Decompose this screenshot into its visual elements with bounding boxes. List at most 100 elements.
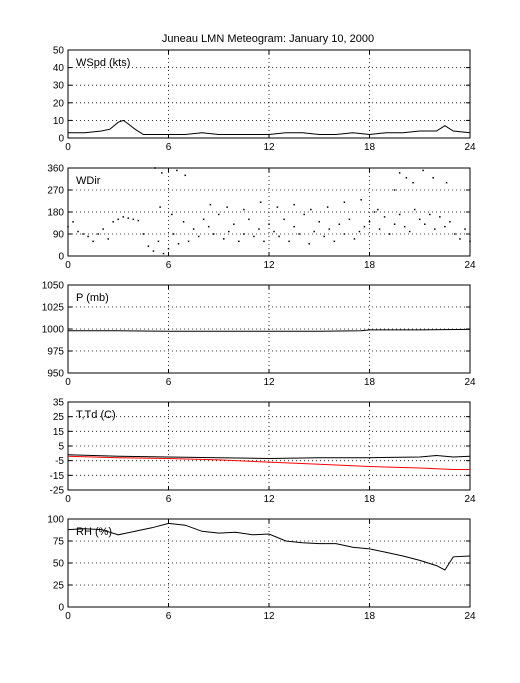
wdir-panel: 0 6 12 18 24 0 90 180 270 360 WDir [47, 164, 476, 272]
temp-dewpoint-x-tick-label: 6 [166, 494, 172, 505]
wdir-y-tick-label: 270 [47, 186, 64, 197]
wdir-point [263, 240, 265, 243]
wdir-point [117, 218, 119, 221]
wdir-point [288, 240, 290, 243]
pressure-x-tick-label: 6 [166, 377, 172, 388]
temp-dewpoint-panel: 0 6 12 18 24 -25 -15 -5 5 15 25 35 T,Td (C) [50, 398, 476, 506]
rh-y-tick-label: 50 [53, 559, 65, 570]
wdir-point [184, 174, 186, 177]
wdir-point [223, 238, 225, 240]
wdir-point [152, 250, 155, 252]
temp-dewpoint-x-tick-label: 12 [263, 494, 275, 505]
wdir-point [228, 230, 230, 233]
wdir-point [259, 201, 262, 203]
wdir-point [278, 235, 280, 238]
wdir-point [77, 230, 79, 233]
wdir-point [248, 218, 250, 221]
wdir-point [328, 228, 331, 230]
rh-panel-label: RH (%) [76, 526, 112, 538]
wspd-y-tick-label: 30 [53, 81, 65, 92]
wdir-point [159, 206, 161, 208]
wdir-point [308, 243, 310, 245]
rh-y-tick-label: 100 [47, 515, 64, 526]
wdir-panel-label: WDir [76, 175, 101, 187]
wdir-point [253, 235, 255, 238]
wdir-point [368, 221, 371, 223]
rh-x-tick-label: 24 [464, 611, 476, 622]
wdir-point [226, 206, 228, 208]
wdir-point [273, 230, 275, 233]
temp-dewpoint-y-tick-label: -5 [55, 456, 64, 467]
pressure-x-tick-label: 0 [65, 377, 71, 388]
wdir-point [323, 235, 326, 238]
wdir-point [157, 240, 160, 243]
pressure-y-tick-label: 1025 [42, 303, 65, 314]
wdir-point [233, 223, 235, 225]
wdir-point [207, 225, 210, 228]
wdir-point [398, 213, 401, 216]
temp-dewpoint-x-tick-label: 24 [464, 494, 476, 505]
pressure-series-line-0 [68, 328, 471, 332]
wdir-point [429, 213, 431, 216]
wdir-point [87, 235, 89, 238]
wdir-point [449, 221, 451, 223]
wdir-point [353, 238, 356, 240]
wdir-point [197, 235, 200, 238]
wdir-point [373, 211, 376, 213]
wspd-y-tick-label: 10 [53, 116, 65, 127]
wdir-point [161, 172, 163, 174]
wspd-y-tick-label: 50 [53, 46, 65, 57]
wdir-point [243, 208, 245, 211]
wdir-x-tick-label: 18 [364, 260, 376, 271]
wdir-x-tick-label: 12 [263, 260, 275, 271]
wspd-x-tick-label: 18 [364, 142, 376, 153]
wdir-y-tick-label: 90 [53, 230, 65, 241]
wdir-point [107, 238, 109, 240]
wdir-point [92, 240, 94, 243]
wdir-point [398, 172, 401, 174]
wdir-point [102, 228, 104, 230]
wdir-point [313, 230, 315, 233]
wdir-point [172, 233, 175, 235]
wdir-point [283, 218, 285, 221]
pressure-panel: 0 6 12 18 24 950 975 1000 1025 1050 P (mb) [42, 281, 476, 389]
wspd-series-line-0 [68, 119, 471, 136]
wdir-point [171, 213, 173, 216]
temp-dewpoint-y-tick-label: -25 [50, 486, 65, 497]
wspd-y-tick-label: 0 [58, 134, 64, 145]
wdir-point [218, 213, 220, 216]
wdir-x-tick-label: 24 [464, 260, 476, 271]
wdir-point [343, 233, 346, 235]
wdir-y-tick-label: 0 [58, 252, 64, 263]
wdir-point [363, 225, 366, 228]
wdir-point [187, 240, 190, 243]
wdir-point [408, 230, 411, 233]
wdir-point [122, 216, 125, 218]
wdir-point [176, 169, 178, 172]
wdir-point [67, 225, 69, 228]
wdir-y-tick-label: 360 [47, 164, 64, 175]
rh-y-tick-label: 0 [58, 603, 64, 614]
wdir-y-tick-label: 180 [47, 208, 64, 219]
temp-dewpoint-y-tick-label: 15 [53, 427, 65, 438]
temp-dewpoint-y-tick-label: 25 [53, 412, 65, 423]
wdir-point [412, 181, 414, 184]
pressure-panel-label: P (mb) [76, 292, 109, 304]
wdir-point [132, 218, 135, 221]
wdir-point [419, 218, 421, 221]
rh-x-tick-label: 0 [65, 611, 71, 622]
wdir-point [238, 240, 240, 243]
rh-x-tick-label: 6 [166, 611, 172, 622]
wdir-point [393, 189, 396, 191]
wdir-point [403, 225, 406, 228]
wdir-point [167, 247, 170, 250]
temp-dewpoint-y-tick-label: 5 [58, 442, 64, 453]
wdir-point [464, 228, 466, 230]
wdir-point [82, 233, 84, 235]
pressure-x-tick-label: 12 [263, 377, 275, 388]
wdir-x-tick-label: 0 [65, 260, 71, 271]
wspd-y-tick-label: 40 [53, 63, 65, 74]
wdir-point [127, 217, 130, 219]
